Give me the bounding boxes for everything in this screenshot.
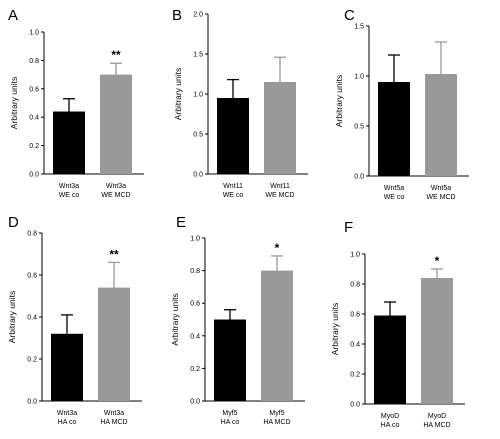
significance-marker: ** — [109, 247, 119, 261]
y-tick-label: 0.0 — [350, 402, 360, 409]
y-tick-label: 1.5 — [354, 24, 364, 31]
y-tick-label: 0.4 — [27, 315, 37, 322]
bar-control — [374, 315, 406, 404]
bar-treated — [421, 278, 453, 404]
y-tick-label: 1.0 — [350, 252, 360, 259]
y-tick-label: 0.8 — [190, 268, 200, 275]
x-category-label-line1: Wnt5a — [384, 185, 404, 192]
significance-marker: * — [275, 241, 280, 255]
x-category-label-line1: Wnt11 — [223, 183, 243, 190]
bar-treated — [100, 74, 132, 174]
panel-letter: A — [8, 7, 18, 24]
bar-treated — [425, 74, 457, 176]
y-tick-label: 1.5 — [193, 52, 203, 59]
y-axis-label: Arbitrary units — [173, 68, 183, 120]
x-category-label-line2: HA MCD — [263, 419, 290, 426]
x-category-label-line2: HA co — [221, 419, 240, 426]
x-category-label-line2: WE MCD — [426, 194, 455, 201]
x-category-label-line2: WE MCD — [265, 192, 294, 199]
y-axis-label: Arbitrary units — [330, 303, 340, 355]
y-tick-label: 1.0 — [29, 30, 39, 37]
y-tick-label: 0.0 — [190, 399, 200, 406]
chart-panel-f: F Arbitrary units 0.0 0.2 0.4 0.6 0.8 1.0 MyoD HA… — [330, 219, 465, 429]
chart-panel-b: B Arbitrary units 0.0 0.5 1.0 1.5 2.0 Wnt11 WE c… — [172, 7, 308, 199]
chart-panel-a: A Arbitrary units 0.0 0.2 0.4 0.6 0.8 1.0 Wnt3a W… — [8, 7, 144, 199]
bar-control — [53, 111, 85, 174]
x-category-label-line2: WE co — [223, 192, 244, 199]
x-category-label-line1: Myf5 — [269, 410, 284, 417]
y-tick-label: 0.6 — [27, 273, 37, 280]
y-tick-label: 0.8 — [27, 231, 37, 238]
y-tick-label: 0.6 — [29, 86, 39, 93]
y-tick-label: 0.0 — [193, 172, 203, 179]
panel-letter: D — [8, 214, 19, 231]
bar-control — [51, 333, 83, 401]
bar-treated — [98, 287, 130, 401]
significance-marker: ** — [111, 48, 121, 62]
x-category-label-line1: MyoD — [381, 413, 399, 420]
y-tick-label: 0.5 — [193, 132, 203, 139]
chart-panel-d: D Arbitrary units 0.0 0.2 0.4 0.6 0.8 Wnt3a HA c… — [7, 214, 142, 426]
y-tick-label: 0.8 — [29, 58, 39, 65]
x-category-label-line2: WE co — [59, 192, 80, 199]
x-category-label-line1: Wnt5a — [431, 185, 451, 192]
y-tick-label: 0.2 — [27, 357, 37, 364]
y-tick-label: 0.4 — [350, 342, 360, 349]
x-category-label-line2: WE MCD — [101, 192, 130, 199]
y-tick-label: 0.6 — [350, 312, 360, 319]
chart-panel-e: E Arbitrary units 0.0 0.2 0.4 0.6 0.8 1.0 Myf5 HA… — [170, 214, 305, 426]
y-tick-label: 0.4 — [190, 333, 200, 340]
y-tick-label: 0.0 — [27, 399, 37, 406]
y-tick-label: 2.0 — [193, 12, 203, 19]
y-tick-label: 0.5 — [354, 124, 364, 131]
x-category-label-line1: MyoD — [428, 413, 446, 420]
y-tick-label: 1.0 — [354, 74, 364, 81]
y-tick-label: 0.0 — [29, 172, 39, 179]
y-tick-label: 0.2 — [29, 143, 39, 150]
y-tick-label: 0.0 — [354, 174, 364, 181]
y-axis-label: Arbitrary units — [170, 293, 180, 345]
bar-control — [217, 98, 249, 174]
y-tick-label: 0.4 — [29, 115, 39, 122]
x-category-label-line1: Wnt3a — [106, 183, 126, 190]
y-tick-label: 1.0 — [193, 92, 203, 99]
x-category-label-line2: HA co — [58, 419, 77, 426]
bar-treated — [261, 270, 293, 401]
bar-control — [378, 82, 410, 176]
bar-control — [214, 319, 246, 401]
significance-marker: * — [435, 254, 440, 268]
x-category-label-line2: WE co — [384, 194, 405, 201]
y-tick-label: 0.2 — [190, 366, 200, 373]
x-category-label-line1: Wnt11 — [270, 183, 290, 190]
y-tick-label: 0.2 — [350, 372, 360, 379]
y-tick-label: 0.8 — [350, 282, 360, 289]
panel-letter: F — [344, 219, 353, 236]
y-axis-label: Arbitrary units — [7, 291, 17, 343]
panel-letter: B — [172, 7, 182, 24]
panel-letter: C — [344, 7, 355, 24]
x-category-label-line2: HA MCD — [423, 422, 450, 429]
x-category-label-line2: HA MCD — [100, 419, 127, 426]
y-axis-label: Arbitrary units — [9, 77, 19, 129]
y-axis-label: Arbitrary units — [334, 75, 344, 127]
x-category-label-line1: Wnt3a — [59, 183, 79, 190]
y-tick-label: 0.6 — [190, 301, 200, 308]
x-category-label-line2: HA co — [381, 422, 400, 429]
bar-treated — [264, 82, 296, 174]
x-category-label-line1: Wnt3a — [104, 410, 124, 417]
x-category-label-line1: Wnt3a — [57, 410, 77, 417]
chart-panel-c: C Arbitrary units 0.0 0.5 1.0 1.5 Wnt5a WE co Wn… — [334, 7, 469, 201]
panel-letter: E — [176, 214, 186, 231]
x-category-label-line1: Myf5 — [222, 410, 237, 417]
y-tick-label: 1.0 — [190, 236, 200, 243]
